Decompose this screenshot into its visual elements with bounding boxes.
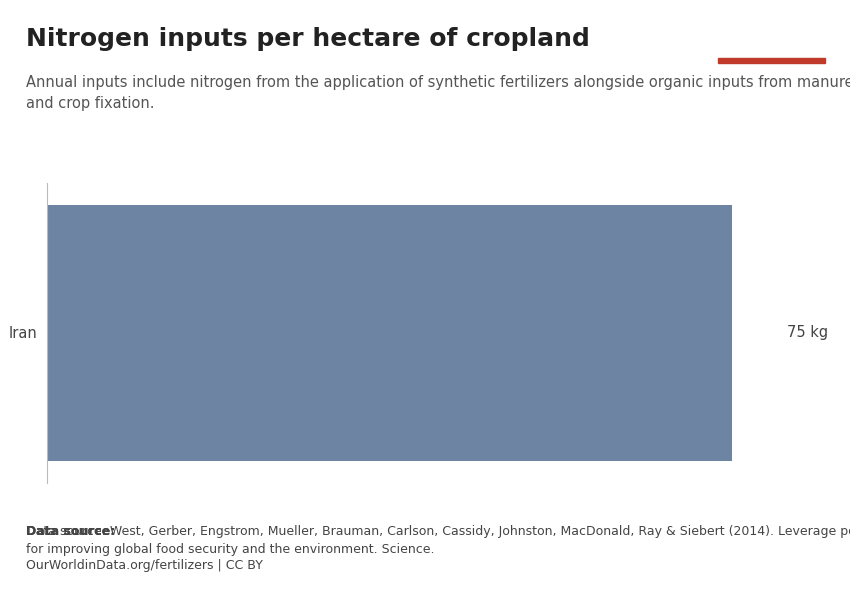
Text: Our World: Our World <box>741 22 801 32</box>
Text: Iran: Iran <box>8 325 37 340</box>
Text: OurWorldinData.org/fertilizers | CC BY: OurWorldinData.org/fertilizers | CC BY <box>26 559 263 572</box>
Text: 75 kg: 75 kg <box>787 325 829 340</box>
Bar <box>47 205 732 461</box>
Text: Data source:: Data source: <box>26 525 115 538</box>
Text: Data source: West, Gerber, Engstrom, Mueller, Brauman, Carlson, Cassidy, Johnsto: Data source: West, Gerber, Engstrom, Mue… <box>26 525 850 556</box>
Bar <box>718 58 824 63</box>
Text: Annual inputs include nitrogen from the application of synthetic fertilizers alo: Annual inputs include nitrogen from the … <box>26 75 850 111</box>
Text: Data source: West, Gerber, Engstrom, Mueller, Brauman, Carlson, Cassidy, Johnsto: Data source: West, Gerber, Engstrom, Mue… <box>26 525 850 556</box>
Text: Nitrogen inputs per hectare of cropland: Nitrogen inputs per hectare of cropland <box>26 27 589 51</box>
Text: in Data: in Data <box>750 38 792 49</box>
Text: Data source:: Data source: <box>26 525 115 538</box>
